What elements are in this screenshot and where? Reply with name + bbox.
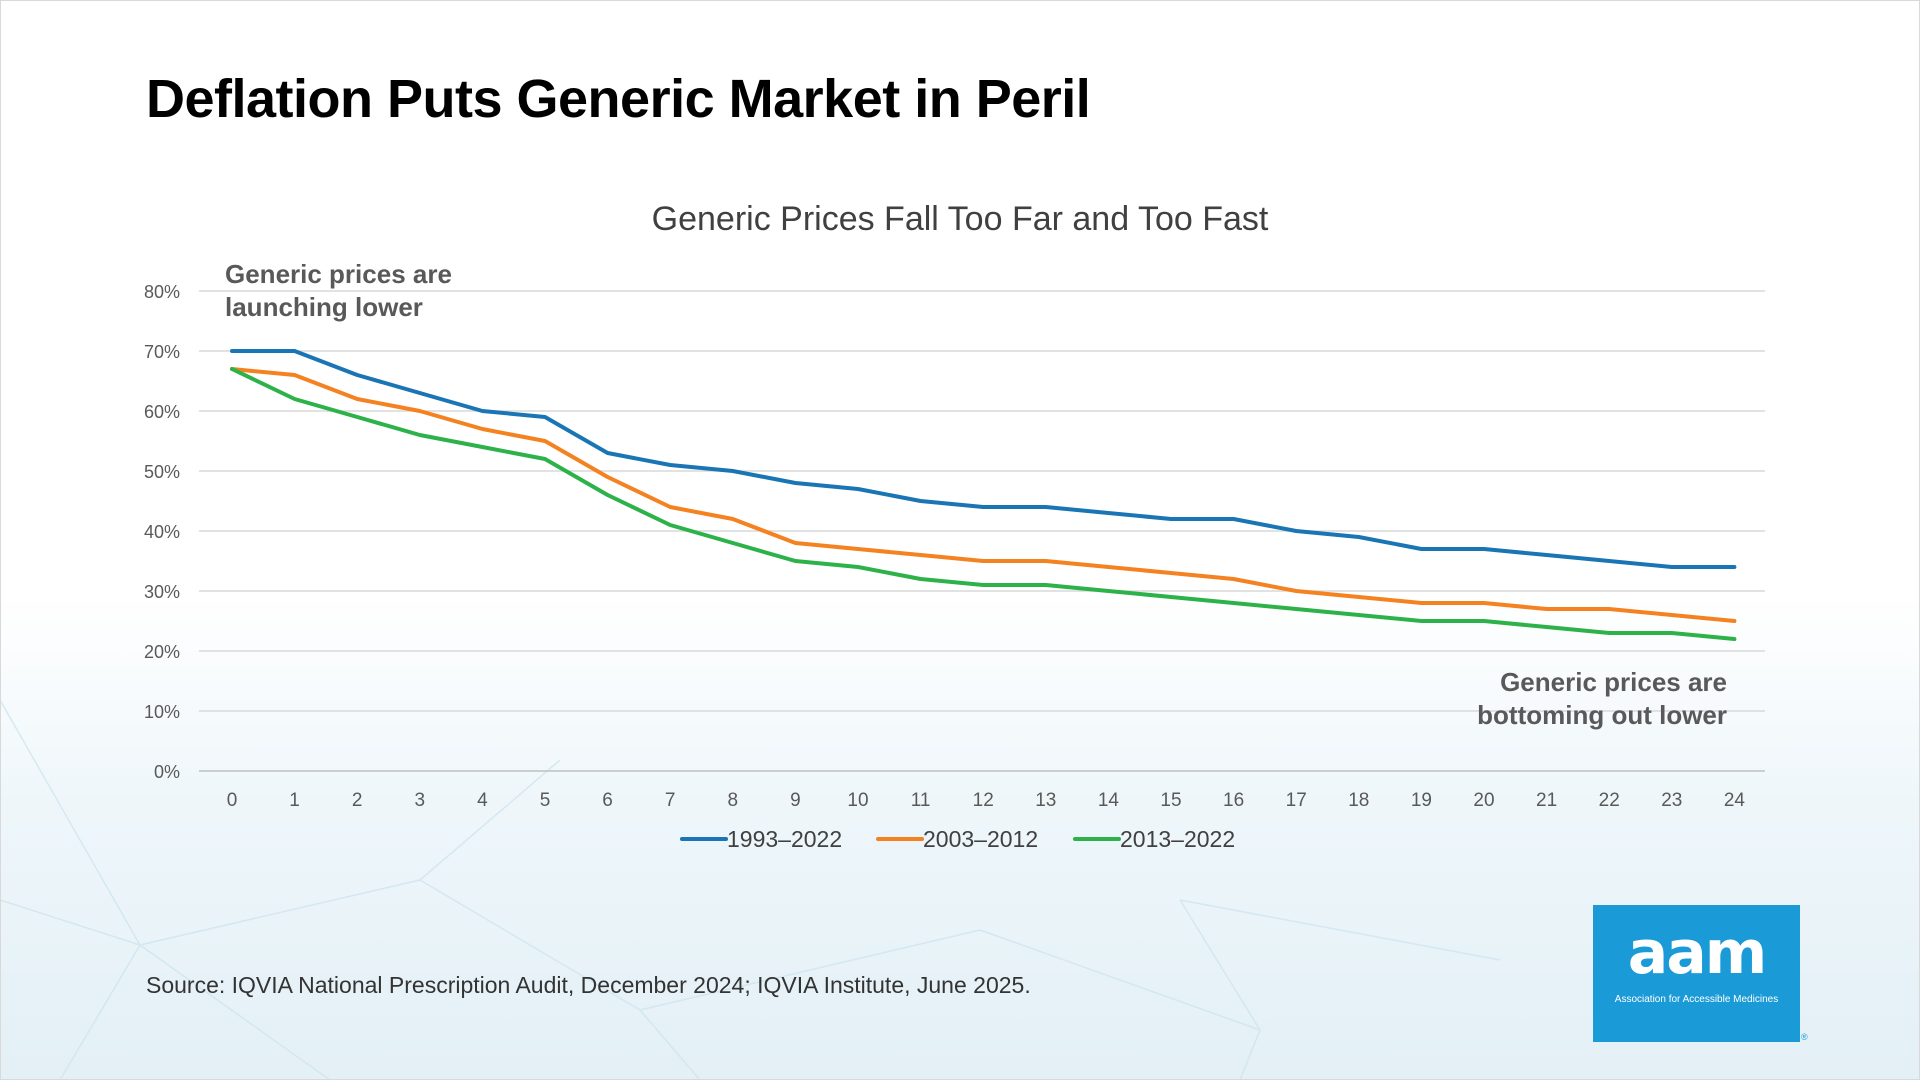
y-tick-label: 20% xyxy=(144,642,180,662)
series-line-2 xyxy=(230,367,1737,623)
x-tick-label: 3 xyxy=(415,790,426,811)
legend-label: 2003–2012 xyxy=(923,826,1038,852)
x-tick-label: 23 xyxy=(1661,790,1682,811)
x-tick-label: 24 xyxy=(1724,790,1746,811)
legend-label: 1993–2022 xyxy=(727,826,842,852)
aam-logo: aam Association for Accessible Medicines xyxy=(1593,905,1800,1042)
series-line-3 xyxy=(230,367,1737,641)
x-tick-label: 21 xyxy=(1536,790,1557,811)
x-tick-label: 22 xyxy=(1599,790,1620,811)
x-tick-label: 2 xyxy=(352,790,363,811)
x-tick-label: 4 xyxy=(477,790,488,811)
x-tick-label: 19 xyxy=(1411,790,1432,811)
x-tick-label: 13 xyxy=(1035,790,1056,811)
x-tick-label: 15 xyxy=(1160,790,1181,811)
x-tick-label: 10 xyxy=(847,790,868,811)
y-tick-label: 60% xyxy=(144,402,180,422)
x-tick-label: 5 xyxy=(540,790,551,811)
x-tick-label: 14 xyxy=(1098,790,1120,811)
chart-title: Generic Prices Fall Too Far and Too Fast xyxy=(652,200,1269,238)
x-tick-label: 11 xyxy=(911,790,931,811)
x-tick-label: 18 xyxy=(1348,790,1369,811)
source-note: Source: IQVIA National Prescription Audi… xyxy=(146,972,1031,998)
y-tick-label: 40% xyxy=(144,522,180,542)
x-tick-label: 6 xyxy=(602,790,613,811)
annotation-launch: Generic prices are xyxy=(225,259,452,289)
annotation-bottom: bottoming out lower xyxy=(1477,700,1727,730)
x-tick-label: 9 xyxy=(790,790,801,811)
slide-title: Deflation Puts Generic Market in Peril xyxy=(146,69,1091,129)
x-tick-label: 20 xyxy=(1473,790,1494,811)
x-tick-label: 16 xyxy=(1223,790,1244,811)
y-tick-label: 70% xyxy=(144,342,180,362)
x-tick-label: 12 xyxy=(973,790,994,811)
y-tick-label: 0% xyxy=(154,762,180,782)
x-tick-label: 1 xyxy=(289,790,300,811)
y-tick-label: 30% xyxy=(144,582,180,602)
x-tick-label: 8 xyxy=(728,790,739,811)
logo-word: aam xyxy=(1627,918,1768,988)
series-line-1 xyxy=(230,349,1737,569)
x-tick-label: 0 xyxy=(227,790,238,811)
y-tick-label: 10% xyxy=(144,702,180,722)
x-tick-label: 17 xyxy=(1286,790,1307,811)
y-tick-label: 50% xyxy=(144,462,180,482)
logo-subtitle: Association for Accessible Medicines xyxy=(1614,994,1779,1005)
annotation-launch: launching lower xyxy=(225,292,423,322)
legend-label: 2013–2022 xyxy=(1120,826,1235,852)
registered-mark: ® xyxy=(1801,1032,1808,1042)
annotation-bottom: Generic prices are xyxy=(1500,667,1727,697)
x-tick-label: 7 xyxy=(665,790,676,811)
y-tick-label: 80% xyxy=(144,282,180,302)
